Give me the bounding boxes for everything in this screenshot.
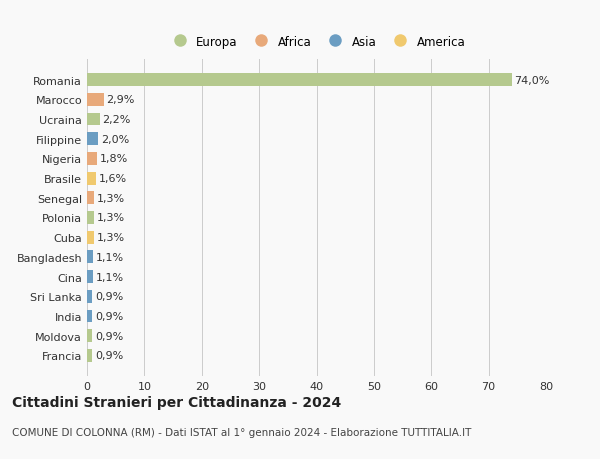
Bar <box>87 192 94 205</box>
Text: 0,9%: 0,9% <box>95 331 123 341</box>
Bar <box>87 271 94 283</box>
Bar <box>87 133 98 146</box>
Text: 1,6%: 1,6% <box>99 174 127 184</box>
Text: 74,0%: 74,0% <box>514 75 550 85</box>
Text: 1,1%: 1,1% <box>96 272 124 282</box>
Text: 1,1%: 1,1% <box>96 252 124 263</box>
Text: 2,9%: 2,9% <box>107 95 135 105</box>
Bar <box>87 310 92 323</box>
Bar <box>87 251 94 264</box>
Text: 2,2%: 2,2% <box>103 115 131 125</box>
Text: 1,3%: 1,3% <box>97 233 125 243</box>
Bar <box>87 330 92 342</box>
Text: 0,9%: 0,9% <box>95 311 123 321</box>
Text: 1,3%: 1,3% <box>97 213 125 223</box>
Text: 1,8%: 1,8% <box>100 154 128 164</box>
Bar <box>87 349 92 362</box>
Bar <box>87 212 94 224</box>
Bar <box>87 172 96 185</box>
Text: Cittadini Stranieri per Cittadinanza - 2024: Cittadini Stranieri per Cittadinanza - 2… <box>12 395 341 409</box>
Text: 0,9%: 0,9% <box>95 351 123 361</box>
Text: COMUNE DI COLONNA (RM) - Dati ISTAT al 1° gennaio 2024 - Elaborazione TUTTITALIA: COMUNE DI COLONNA (RM) - Dati ISTAT al 1… <box>12 427 472 437</box>
Text: 0,9%: 0,9% <box>95 291 123 302</box>
Text: 2,0%: 2,0% <box>101 134 130 145</box>
Bar <box>87 231 94 244</box>
Bar <box>87 153 97 165</box>
Bar <box>87 113 100 126</box>
Bar <box>87 94 104 106</box>
Bar <box>87 74 512 87</box>
Bar <box>87 290 92 303</box>
Text: 1,3%: 1,3% <box>97 193 125 203</box>
Legend: Europa, Africa, Asia, America: Europa, Africa, Asia, America <box>163 31 470 53</box>
